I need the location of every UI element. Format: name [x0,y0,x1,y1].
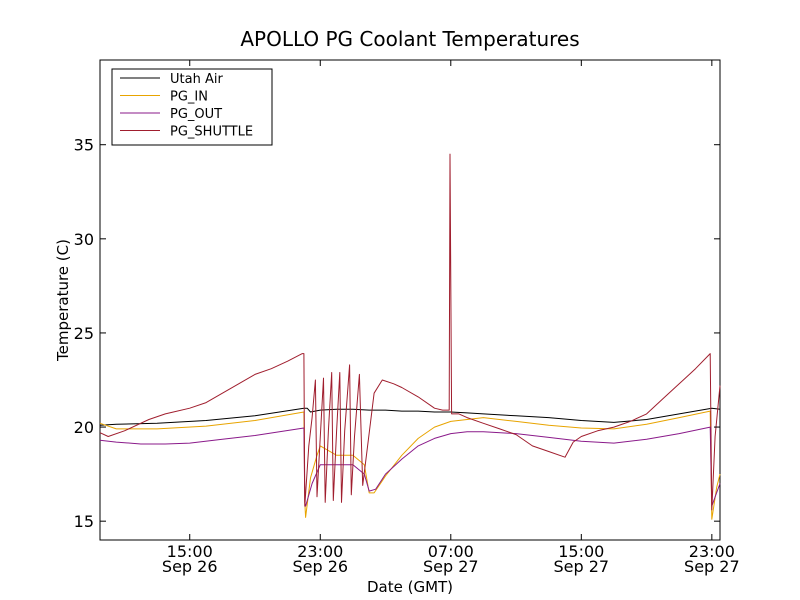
y-tick-label: 25 [74,324,94,343]
x-tick-label-time: 15:00 [167,542,213,561]
legend-label-utah-air: Utah Air [170,72,223,87]
x-tick-label-time: 23:00 [689,542,735,561]
legend: Utah Air PG_IN PG_OUT PG_SHUTTLE [111,68,273,146]
legend-label-pg-shuttle: PG_SHUTTLE [170,125,253,140]
y-tick-label: 30 [74,230,94,249]
y-tick-label: 15 [74,512,94,531]
x-tick-label-time: 15:00 [558,542,604,561]
x-tick-label-date: Sep 27 [554,557,610,576]
legend-label-pg-out: PG_OUT [170,107,222,122]
chart-title: APOLLO PG Coolant Temperatures [240,27,579,51]
x-tick-label-date: Sep 27 [684,557,740,576]
legend-items: Utah Air PG_IN PG_OUT PG_SHUTTLE [120,72,253,140]
y-tick-label: 35 [74,136,94,155]
y-tick-label: 20 [74,418,94,437]
legend-label-pg-in: PG_IN [170,90,208,105]
x-tick-label-time: 23:00 [297,542,343,561]
x-tick-label-date: Sep 26 [292,557,348,576]
series-line-pg-shuttle [99,153,721,511]
x-tick-label-date: Sep 26 [162,557,218,576]
series-layer [99,153,721,520]
x-axis-label: Date (GMT) [367,578,453,596]
series-line-pg-out [99,426,721,507]
series-line-utah-air [99,407,721,426]
x-tick-label-time: 07:00 [428,542,474,561]
y-axis-label: Temperature (C) [54,239,72,362]
x-tick-label-date: Sep 27 [423,557,479,576]
legend-box [111,68,273,146]
